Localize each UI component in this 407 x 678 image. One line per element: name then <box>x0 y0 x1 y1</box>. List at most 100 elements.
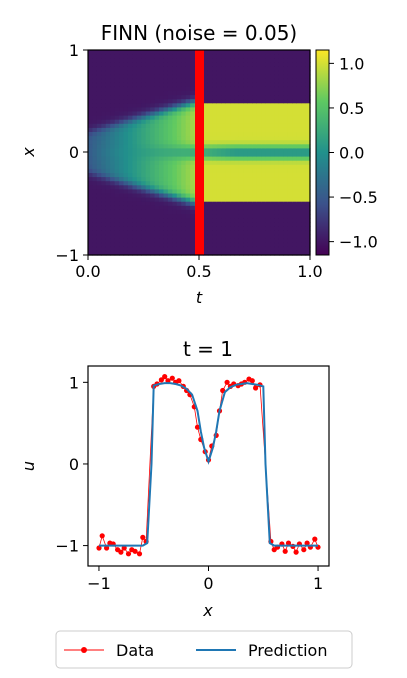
heatmap-cell <box>119 107 125 113</box>
heatmap-cell <box>265 54 271 59</box>
heatmap-cell <box>123 91 129 96</box>
heatmap-cell <box>283 148 289 154</box>
heatmap-cell <box>234 214 240 219</box>
heatmap-cell <box>216 148 222 154</box>
heatmap-cell <box>163 54 169 59</box>
heatmap-cell <box>216 226 222 231</box>
heatmap-cell <box>287 185 293 190</box>
heatmap-cell <box>136 54 142 59</box>
heatmap-cell <box>270 218 276 223</box>
heatmap-cell <box>274 242 280 248</box>
heatmap-cell <box>159 103 165 108</box>
heatmap-cell <box>265 160 271 166</box>
heatmap-cell <box>123 144 129 149</box>
heatmap-cell <box>105 127 111 133</box>
heatmap-cell <box>110 54 116 59</box>
heatmap-cell <box>278 189 284 195</box>
heatmap-cell <box>163 82 169 88</box>
heatmap-cell <box>123 70 129 76</box>
heatmap-cell <box>163 222 169 227</box>
heatmap-cell <box>270 193 276 199</box>
heatmap-cell <box>190 185 196 190</box>
heatmap-cell <box>234 50 240 55</box>
heatmap-cell <box>172 177 178 182</box>
heatmap-cell <box>256 86 262 92</box>
heatmap-cell <box>181 78 187 84</box>
heatmap-cell <box>287 250 293 256</box>
heatmap-cell <box>243 230 249 236</box>
heatmap-cell <box>238 50 244 55</box>
heatmap-cell <box>287 201 293 207</box>
heatmap-cell <box>163 127 169 133</box>
heatmap-cell <box>203 54 209 59</box>
heatmap-cell <box>181 50 187 55</box>
heatmap-cell <box>176 140 182 145</box>
heatmap-cell <box>238 164 244 170</box>
heatmap-cell <box>230 234 236 240</box>
heatmap-cell <box>265 119 271 125</box>
heatmap-cell <box>292 50 298 55</box>
heatmap-cell <box>270 242 276 248</box>
heatmap-cell <box>190 95 196 100</box>
heatmap-cell <box>305 238 311 244</box>
heatmap-cell <box>203 50 209 55</box>
heatmap-cell <box>212 50 218 55</box>
heatmap-cell <box>88 144 94 149</box>
heatmap-cell <box>101 177 107 182</box>
heatmap-cell <box>159 119 165 125</box>
line-y-axis-label: u <box>19 461 38 471</box>
heatmap-cell <box>176 205 182 211</box>
heatmap-cell <box>88 177 94 182</box>
heatmap-cell <box>301 136 307 141</box>
heatmap-cell <box>172 132 178 137</box>
heatmap-cell <box>88 91 94 96</box>
heatmap-cell <box>136 95 142 100</box>
heatmap-marker-line <box>195 50 204 255</box>
data-point <box>99 533 105 539</box>
heatmap-cell <box>212 234 218 240</box>
heatmap-cell <box>119 197 125 203</box>
heatmap-cell <box>145 218 151 223</box>
heatmap-cell <box>212 58 218 63</box>
heatmap-cell <box>92 66 98 72</box>
heatmap-cell <box>159 107 165 113</box>
heatmap-cell <box>212 230 218 236</box>
heatmap-cell <box>221 218 227 223</box>
heatmap-cell <box>96 70 102 76</box>
heatmap-cell <box>278 193 284 199</box>
heatmap-cell <box>150 74 156 80</box>
heatmap-cell <box>163 218 169 223</box>
heatmap-cell <box>172 214 178 219</box>
heatmap-cell <box>145 193 151 199</box>
heatmap-cell <box>114 148 120 154</box>
heatmap-cell <box>296 205 302 211</box>
heatmap-cell <box>163 86 169 92</box>
heatmap-cell <box>145 230 151 236</box>
heatmap-cell <box>159 123 165 129</box>
heatmap-cell <box>238 181 244 186</box>
heatmap-cell <box>287 214 293 219</box>
heatmap-cell <box>230 136 236 141</box>
heatmap-cell <box>216 201 222 207</box>
heatmap-cell <box>216 168 222 174</box>
heatmap-cell <box>123 218 129 223</box>
heatmap-cell <box>203 95 209 100</box>
heatmap-cell <box>132 54 138 59</box>
heatmap-cell <box>270 115 276 121</box>
heatmap-cell <box>292 185 298 190</box>
heatmap-cell <box>150 209 156 215</box>
heatmap-cell <box>203 193 209 199</box>
heatmap-cell <box>145 189 151 195</box>
heatmap-cell <box>256 62 262 67</box>
heatmap-cell <box>123 177 129 182</box>
heatmap-cell <box>92 74 98 80</box>
heatmap-cell <box>270 152 276 158</box>
heatmap-cell <box>172 115 178 121</box>
colorbar-tick-label: 1.0 <box>339 54 364 73</box>
heatmap-cell <box>105 238 111 244</box>
heatmap-cell <box>101 70 107 76</box>
heatmap-cell <box>136 107 142 113</box>
heatmap-cell <box>265 136 271 141</box>
heatmap-cell <box>167 205 173 211</box>
heatmap-cell <box>247 168 253 174</box>
